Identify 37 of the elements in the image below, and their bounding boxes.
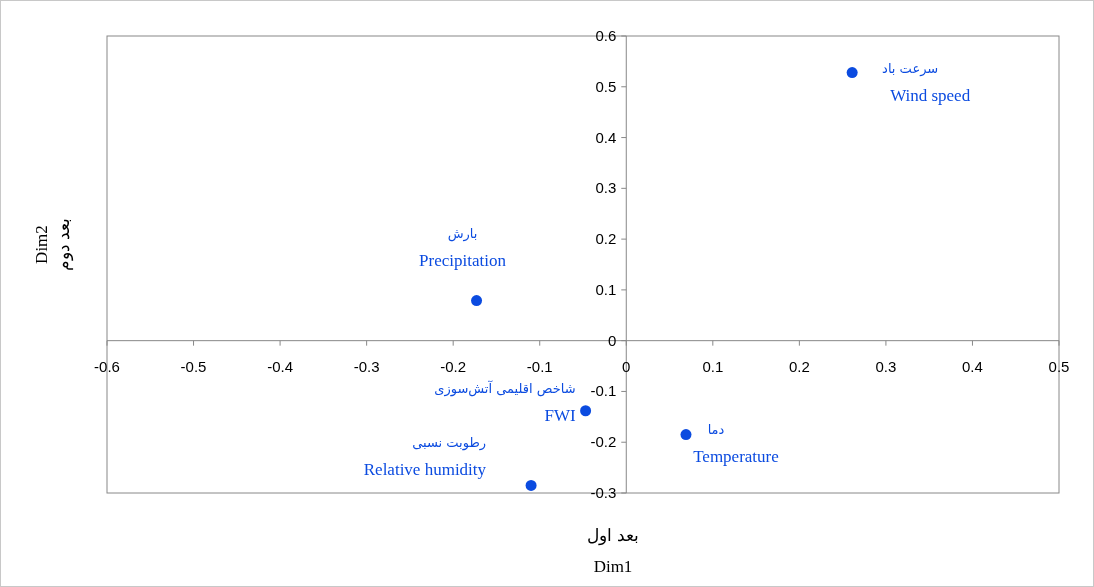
annotation: دما <box>707 421 725 437</box>
x-tick-label: 0 <box>622 357 631 375</box>
y-tick-label: -0.3 <box>590 484 617 501</box>
x-tick-label: 0.2 <box>788 357 810 375</box>
x-tick-label: -0.1 <box>526 357 553 375</box>
point <box>471 295 483 307</box>
point <box>846 67 858 79</box>
point <box>525 479 537 491</box>
x-tick-label: 0.5 <box>1048 357 1070 375</box>
text: Precipitation <box>419 250 507 270</box>
annotation: رطوبت نسبی <box>412 435 487 452</box>
x-tick-label: -0.5 <box>180 357 207 375</box>
annotation: بارش <box>447 225 478 242</box>
x-tick-label: 0.1 <box>702 357 724 375</box>
x-tick-label: -0.6 <box>94 357 120 375</box>
y-tick-label: 0.2 <box>595 230 617 248</box>
x-tick-label: -0.3 <box>353 357 380 375</box>
y-tick-label: 0.5 <box>595 77 617 95</box>
y-tick-label: 0.6 <box>595 27 617 44</box>
y-tick-label: 0.3 <box>595 179 617 197</box>
annotation: شاخص اقلیمی آتش‌سوزی <box>434 379 576 397</box>
y-tick-label: -0.2 <box>590 433 617 451</box>
y-tick-label: 0 <box>607 331 617 349</box>
text: Relative humidity <box>363 460 487 480</box>
x-tick-label: -0.2 <box>440 357 467 375</box>
series-label: FWI <box>544 405 576 425</box>
y-tick-label: 0.1 <box>595 280 617 298</box>
point <box>580 405 592 417</box>
x-tick-label: -0.4 <box>267 357 294 375</box>
text: Wind speed <box>890 85 971 105</box>
series-label: Temperature <box>693 446 779 466</box>
y-tick-label: -0.1 <box>590 382 617 400</box>
x-tick-label: 0.4 <box>962 357 983 375</box>
point <box>680 429 692 441</box>
annotation: سرعت باد <box>882 60 939 77</box>
y-tick-label: 0.4 <box>595 128 617 146</box>
x-tick-label: 0.3 <box>875 357 897 375</box>
